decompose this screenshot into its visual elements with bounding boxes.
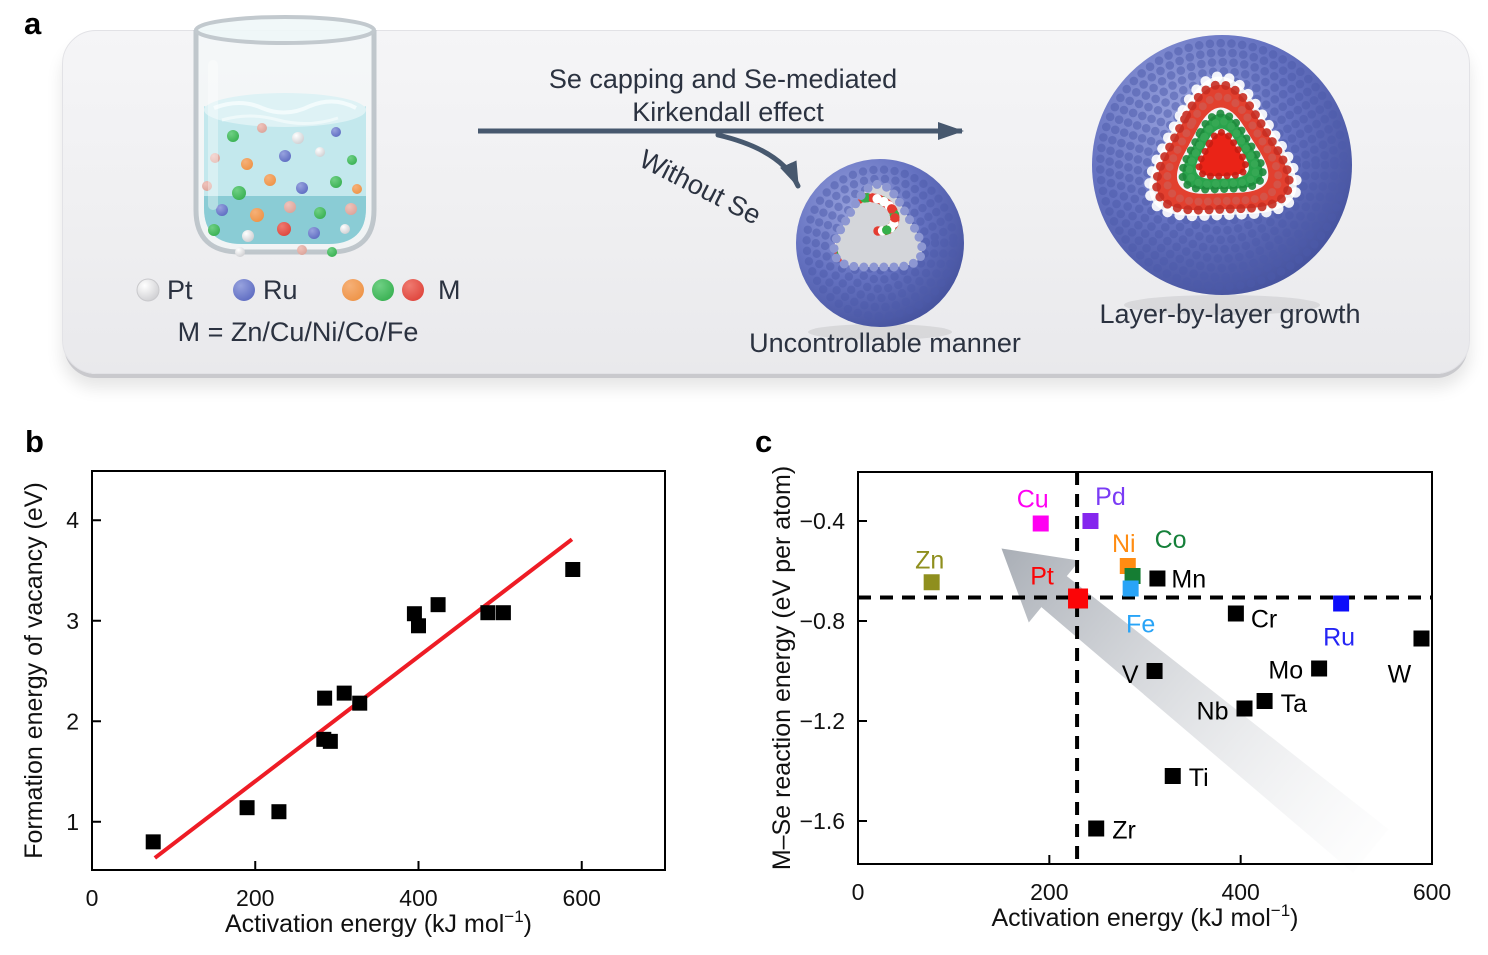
panel-a-letter: a [24,6,42,41]
data-point [271,804,287,820]
ru-atom-icon [233,279,255,301]
element-label-Mo: Mo [1268,657,1303,685]
element-label-Mn: Mn [1171,566,1206,594]
y-axis-title: Formation energy of vacancy (eV) [20,482,48,859]
m-orange-atom-icon [342,279,364,301]
legend-atom-icons [136,278,424,302]
x-tick-label: 400 [1221,879,1259,905]
y-tick-label: 2 [66,708,79,734]
element-label-Ru: Ru [1323,624,1355,652]
data-point-Fe [1122,580,1139,597]
data-point [480,605,496,621]
legend-m-label: M [438,275,461,305]
trend-arrow [1001,548,1389,873]
data-point-V [1146,663,1163,679]
data-point-Cu [1032,515,1049,532]
flow-title-line2: Kirkendall effect [632,97,824,127]
element-label-Zn: Zn [915,546,944,574]
x-tick-label: 200 [236,885,274,911]
element-label-Zr: Zr [1112,817,1136,845]
y-tick-label: −0.8 [800,608,845,634]
plot-frame [91,470,666,871]
x-tick-label: 0 [86,885,99,911]
y-tick-label: −0.4 [800,508,846,534]
data-point [430,597,446,613]
x-tick-label: 0 [852,879,865,905]
y-tick-label: −1.6 [800,808,845,834]
panel-c-letter: c [755,424,773,459]
x-tick-label: 600 [563,885,601,911]
panel-b-chart: 0 200 400 600 1 2 3 4 Activation energy (kJ mol−… [20,470,666,938]
data-point-Pt [1068,588,1089,609]
data-point-Cr [1227,605,1244,622]
element-label-Ni: Ni [1112,530,1136,558]
y-axis-title: M–Se reaction energy (eV per atom) [768,466,796,870]
data-point-Zn [923,574,940,591]
data-point [352,695,368,711]
disordered-nanoparticle [796,159,964,327]
data-point-Mn [1149,570,1166,587]
x-tick-label: 600 [1413,879,1451,905]
legend-pt-label: Pt [167,275,193,305]
data-point-Co [1124,568,1141,584]
layer-by-layer-caption: Layer-by-layer growth [1099,299,1361,329]
x-axis-title: Activation energy (kJ mol−1) [225,907,532,938]
x-axis-title: Activation energy (kJ mol−1) [992,901,1299,932]
element-label-Ta: Ta [1281,690,1308,718]
data-point-Zr [1088,820,1105,837]
element-label-Ti: Ti [1189,764,1209,792]
panel-b-letter: b [25,424,44,459]
data-point [410,618,426,634]
x-tick-label: 200 [1030,879,1068,905]
m-green-atom-icon [372,279,394,301]
element-label-Nb: Nb [1197,698,1229,726]
data-point-W [1413,630,1430,647]
data-point [317,690,333,706]
y-tick-label: 3 [66,608,79,634]
data-point-Nb [1236,700,1253,717]
data-point [565,561,581,577]
data-point-Mo [1311,660,1328,677]
pt-atom-icon [136,278,160,302]
element-label-Fe: Fe [1126,611,1155,639]
data-point [495,605,511,621]
uncontrollable-caption: Uncontrollable manner [749,328,1021,358]
beaker-illustration [193,15,377,257]
data-point [145,834,161,850]
data-point-Ta [1256,693,1273,709]
plot-frame [857,471,1433,865]
element-label-Co: Co [1155,526,1187,554]
m-red-atom-icon [402,279,424,301]
y-tick-label: 4 [66,507,79,533]
data-point-Ru [1333,595,1350,612]
data-point [336,685,352,701]
data-point [239,800,255,816]
element-label-Pd: Pd [1095,483,1126,511]
element-label-W: W [1388,661,1412,689]
legend-m-definition: M = Zn/Cu/Ni/Co/Fe [177,317,419,347]
data-point-Pd [1082,513,1099,529]
data-point-Ti [1164,768,1181,784]
panel-c-chart: 0 200 400 600 −0.4 −0.8 −1.2 −1.6 Activation ene… [768,466,1451,932]
legend-ru-label: Ru [263,275,298,305]
core-shell-nanoparticle [1092,35,1352,295]
element-label-Pt: Pt [1030,563,1054,591]
data-point [322,733,338,749]
data-point [406,606,422,622]
panel-a-illustration [136,15,1352,340]
y-tick-label: −1.2 [800,708,845,734]
element-label-Cr: Cr [1251,606,1277,634]
y-tick-label: 1 [66,809,79,835]
flow-title-line1: Se capping and Se-mediated [548,64,898,94]
element-label-Cu: Cu [1017,486,1049,514]
element-label-V: V [1122,661,1139,689]
without-se-arrow [715,132,801,189]
x-tick-label: 400 [399,885,437,911]
